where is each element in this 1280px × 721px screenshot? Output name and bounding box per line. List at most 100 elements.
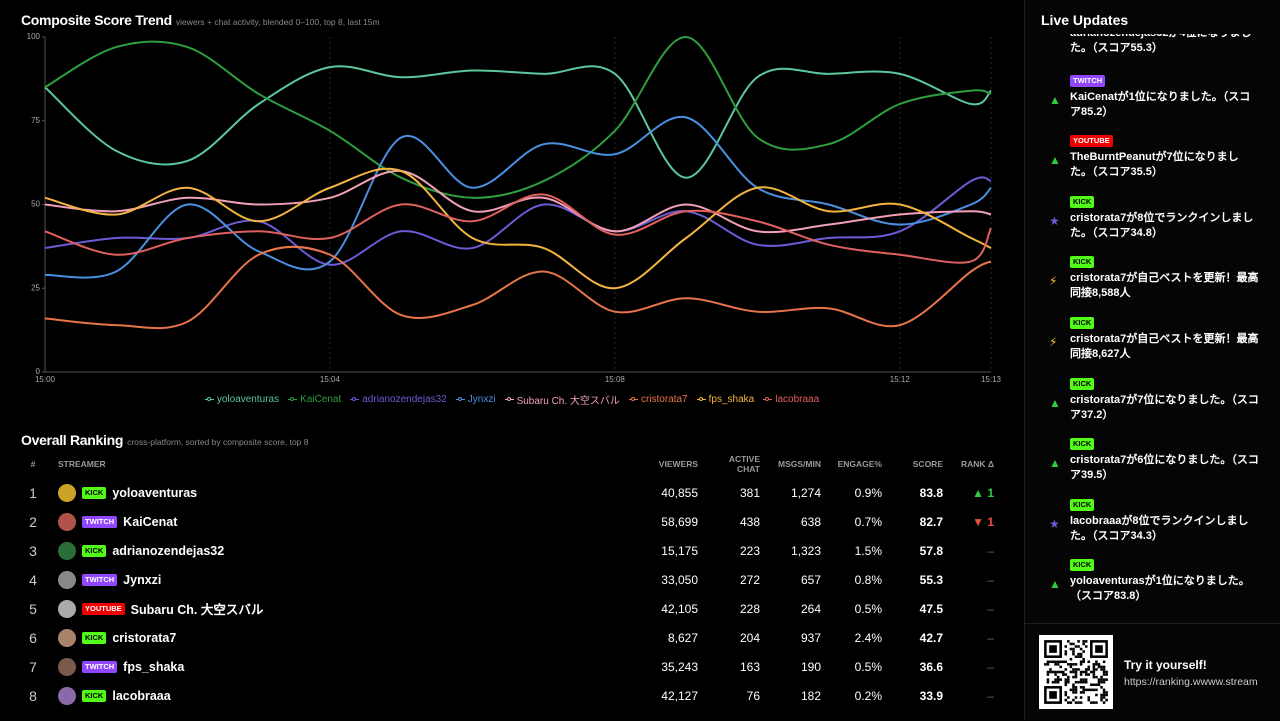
update-text: cristorata7が6位になりました。（スコア39.5） [1070, 454, 1259, 482]
qr-module [1079, 691, 1083, 694]
streamer: KICK adrianozendejas32 [45, 541, 600, 560]
qr-module [1044, 663, 1047, 666]
qr-module [1100, 698, 1103, 702]
qr-module [1077, 645, 1080, 648]
update-item: ★ KICK lacobraaaが8位でランクインしました。（スコア34.3） [1025, 497, 1280, 558]
legend-label: Jynxzi [467, 394, 496, 405]
qr-module [1067, 675, 1070, 679]
qr-module [1095, 693, 1098, 697]
qr-module [1084, 645, 1088, 648]
update-text: lacobraaaが8位でランクインしました。（スコア34.3） [1070, 514, 1249, 542]
qr-module [1064, 698, 1068, 702]
qr-module [1072, 668, 1075, 671]
legend-dot [765, 396, 770, 401]
cell: 638 [800, 514, 821, 529]
qr-module [1072, 675, 1075, 679]
qr-module [1100, 696, 1103, 699]
qr-code[interactable] [1039, 635, 1113, 709]
column-header: MSGS/MIN [778, 459, 821, 469]
legend-marker [628, 396, 638, 401]
qr-module [1100, 686, 1103, 689]
qr-module [1074, 673, 1078, 676]
column-header: SCORE [912, 459, 943, 469]
qr-module [1084, 680, 1088, 684]
qr-module [1069, 657, 1073, 661]
streamer: KICK cristorata7 [45, 628, 600, 647]
legend-item: adrianozendejas32 [350, 392, 447, 407]
qr-module [1072, 663, 1075, 666]
legend-item: Subaru Ch. 大空スバル [504, 392, 620, 407]
chart-header: Composite Score Trend viewers + chat acti… [21, 12, 380, 30]
update-icon: ▲ [1049, 577, 1061, 592]
cell: – [987, 630, 994, 645]
streamer-name: lacobraaa [112, 688, 171, 703]
cell: 272 [739, 572, 760, 587]
qr-module [1059, 660, 1062, 664]
qr-module [1046, 678, 1050, 681]
cell: ▲ 1 [972, 485, 994, 500]
table-row: 7 TWITCH fps_shaka 35,243 163 190 0.5% 36.6 – [21, 652, 994, 681]
qr-module [1067, 640, 1070, 643]
update-text: cristorata7が自己ベストを更新！最高同接8,627人 [1070, 332, 1259, 360]
qr-module [1090, 688, 1093, 692]
cell: 83.8 [919, 485, 943, 500]
table-row: 4 TWITCH Jynxzi 33,050 272 657 0.8% 55.3 – [21, 565, 994, 594]
qr-module [1074, 696, 1078, 699]
cell: 57.8 [919, 543, 943, 558]
rank: 8 [29, 687, 37, 704]
legend-dot [630, 396, 635, 401]
qr-module [1079, 655, 1083, 658]
qr-module [1100, 665, 1103, 669]
cell: 42,127 [661, 688, 698, 703]
update-item: ★ KICK cristorata7が8位でランクインしました。（スコア34.8） [1025, 194, 1280, 255]
y-tick-label: 75 [31, 116, 40, 125]
update-text: cristorata7が自己ベストを更新！最高同接8,588人 [1070, 272, 1259, 300]
legend-label: Subaru Ch. 大空スバル [516, 396, 620, 407]
avatar [58, 628, 76, 647]
cell: 82.7 [919, 514, 943, 529]
cell: – [987, 572, 994, 587]
qr-module [1069, 665, 1073, 669]
qr-module [1105, 678, 1108, 681]
qr-module [1046, 660, 1050, 664]
avatar [58, 570, 76, 589]
qr-module [1079, 663, 1083, 666]
streamer: TWITCH Jynxzi [45, 570, 600, 589]
legend-label: KaiCenat [300, 394, 342, 405]
legend-label: lacobraaa [775, 394, 820, 405]
legend-marker [504, 396, 514, 401]
qr-module [1064, 652, 1068, 656]
qr-module [1097, 683, 1101, 687]
qr-module [1074, 701, 1078, 704]
legend-item: lacobraaa [763, 392, 819, 407]
cell: 1.5% [854, 543, 882, 558]
legend-item: fps_shaka [696, 392, 754, 407]
qr-module [1082, 670, 1085, 674]
platform-badge: YOUTUBE [1070, 135, 1113, 148]
update-text: TheBurntPeanutが7位になりました。（スコア35.5） [1070, 151, 1239, 179]
legend-marker [288, 396, 298, 401]
update-item: ▲ TWITCH KaiCenatが1位になりました。（スコア85.2） [1025, 73, 1280, 134]
rank: 5 [29, 600, 37, 617]
qr-module [1054, 663, 1057, 666]
qr-module [1102, 691, 1106, 694]
update-item: ▲ KICK cristorata7が6位になりました。（スコア39.5） [1025, 436, 1280, 497]
qr-module [1097, 680, 1101, 684]
avatar [58, 512, 76, 531]
qr-module [1095, 701, 1098, 704]
promo-url[interactable]: https://ranking.wwww.stream [1124, 676, 1258, 688]
qr-module [1069, 688, 1073, 692]
rank: 7 [29, 658, 37, 675]
cell: 0.8% [854, 572, 882, 587]
rank: 4 [29, 571, 37, 588]
qr-module [1069, 670, 1073, 674]
update-text: cristorata7が7位になりました。（スコア37.2） [1070, 393, 1259, 421]
platform-badge: KICK [1070, 377, 1095, 390]
qr-module [1092, 683, 1096, 687]
promo: Try it yourself! https://ranking.wwww.st… [1025, 623, 1280, 721]
legend-label: yoloaventuras [216, 394, 280, 405]
qr-module [1105, 693, 1108, 697]
legend-marker [350, 396, 360, 401]
qr-module [1051, 680, 1055, 684]
cell: 33.9 [919, 688, 943, 703]
